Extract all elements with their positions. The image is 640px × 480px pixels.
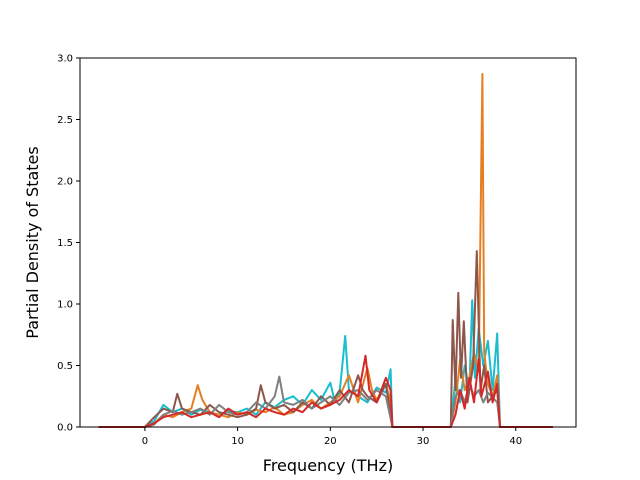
x-tick-label: 0 <box>142 436 148 447</box>
y-tick-label: 1.0 <box>57 300 73 311</box>
x-tick-label: 40 <box>509 436 522 447</box>
series-line-5 <box>98 354 553 428</box>
x-axis-label: Frequency (THz) <box>263 456 393 475</box>
y-tick-label: 3.0 <box>57 54 73 65</box>
y-tick-label: 0.5 <box>57 361 73 372</box>
y-axis-label: Partial Density of States <box>23 146 42 338</box>
plot-lines <box>98 73 553 428</box>
y-tick-label: 2.0 <box>57 177 73 188</box>
x-tick-label: 20 <box>324 436 337 447</box>
x-axis-ticks: 0 10 20 30 40 <box>142 427 522 447</box>
x-tick-label: 10 <box>231 436 244 447</box>
y-tick-label: 1.5 <box>57 238 73 249</box>
plot-frame <box>79 57 577 428</box>
y-axis-ticks: 0.0 0.5 1.0 1.5 2.0 2.5 3.0 <box>57 54 80 434</box>
x-tick-label: 30 <box>417 436 430 447</box>
y-tick-label: 2.5 <box>57 115 73 126</box>
y-tick-label: 0.0 <box>57 423 73 434</box>
